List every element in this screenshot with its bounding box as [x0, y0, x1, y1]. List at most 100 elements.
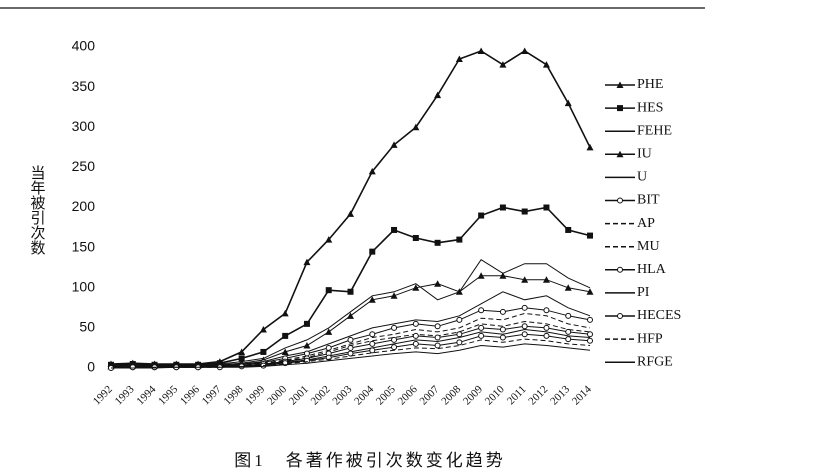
point — [347, 312, 354, 319]
point — [369, 340, 376, 347]
legend-label: IU — [637, 147, 652, 162]
legend-marker — [617, 105, 623, 112]
x-tick-label: 1992 — [91, 383, 115, 407]
x-tick-label: 2004 — [352, 383, 376, 407]
point — [499, 326, 506, 333]
legend-label: RFGE — [637, 354, 673, 369]
x-tick-label: 1994 — [134, 383, 158, 407]
point — [543, 332, 550, 339]
point — [434, 239, 441, 246]
x-tick-label: 1998 — [222, 383, 246, 407]
y-tick-label: 250 — [72, 158, 96, 174]
point — [586, 288, 594, 295]
x-tick-label: 2000 — [265, 383, 289, 407]
point — [499, 272, 507, 279]
x-tick-label: 1999 — [243, 383, 267, 407]
point — [238, 348, 246, 355]
point — [456, 316, 463, 323]
point — [238, 355, 245, 362]
point — [390, 292, 398, 299]
point — [325, 328, 333, 335]
point — [412, 284, 420, 291]
point — [565, 226, 572, 233]
legend-label: HFP — [637, 331, 663, 346]
point — [587, 337, 593, 344]
point — [369, 347, 376, 354]
y-tick-label: 400 — [72, 38, 96, 54]
point — [369, 331, 376, 338]
point — [521, 276, 529, 283]
legend-label: FEHE — [637, 123, 672, 138]
point — [303, 258, 311, 266]
point — [303, 320, 310, 327]
y-axis-label: 当年被引次数 — [29, 165, 47, 255]
point — [499, 308, 506, 315]
point — [499, 204, 506, 211]
point — [478, 324, 485, 331]
point — [456, 331, 463, 338]
point — [587, 232, 593, 239]
point — [347, 336, 354, 343]
x-tick-label: 2009 — [461, 383, 485, 407]
legend-label: BIT — [637, 193, 660, 208]
point — [521, 208, 528, 215]
point — [564, 284, 572, 291]
legend-label: PI — [637, 285, 650, 300]
point — [391, 226, 398, 233]
point — [325, 344, 332, 351]
point — [477, 272, 485, 279]
legend-label: PHE — [637, 77, 663, 92]
y-tick-label: 150 — [72, 238, 96, 254]
point — [412, 340, 419, 347]
point — [368, 167, 376, 175]
y-tick-label: 300 — [72, 118, 96, 134]
legend-marker — [616, 81, 624, 88]
point — [259, 325, 267, 333]
y-tick-label: 350 — [72, 78, 96, 94]
legend-label: HES — [637, 100, 663, 115]
point — [325, 287, 332, 294]
point — [412, 123, 420, 131]
point — [543, 204, 550, 211]
point — [325, 236, 333, 243]
point — [565, 312, 572, 319]
series-line — [111, 312, 591, 368]
point — [521, 323, 528, 330]
series-line — [111, 338, 591, 369]
point — [543, 307, 550, 314]
point — [586, 143, 594, 151]
point — [565, 328, 572, 335]
point — [391, 324, 398, 331]
series-line — [110, 259, 591, 367]
point — [303, 350, 310, 357]
point — [478, 212, 485, 219]
point — [456, 339, 463, 346]
point — [368, 296, 376, 303]
point — [477, 47, 485, 55]
x-tick-label: 2005 — [374, 383, 398, 407]
legend-marker — [616, 150, 624, 158]
point — [521, 47, 529, 55]
point — [347, 210, 354, 217]
x-tick-label: 1997 — [200, 383, 224, 407]
legend-label: MU — [637, 239, 660, 254]
legend-label: U — [637, 170, 647, 185]
point — [565, 336, 572, 343]
point — [434, 323, 441, 330]
point — [434, 91, 442, 99]
point — [347, 344, 354, 351]
series-line — [111, 343, 591, 369]
point — [282, 332, 289, 339]
point — [521, 331, 528, 338]
x-tick-label: 2007 — [417, 383, 441, 407]
y-tick-label: 200 — [72, 198, 96, 214]
point — [347, 288, 354, 295]
point — [499, 61, 507, 68]
x-tick-label: 2006 — [396, 383, 420, 407]
x-tick-label: 1993 — [113, 383, 137, 407]
point — [260, 348, 267, 355]
x-tick-label: 2011 — [505, 383, 529, 407]
legend-marker — [617, 197, 623, 204]
legend-label: HLA — [637, 262, 667, 277]
